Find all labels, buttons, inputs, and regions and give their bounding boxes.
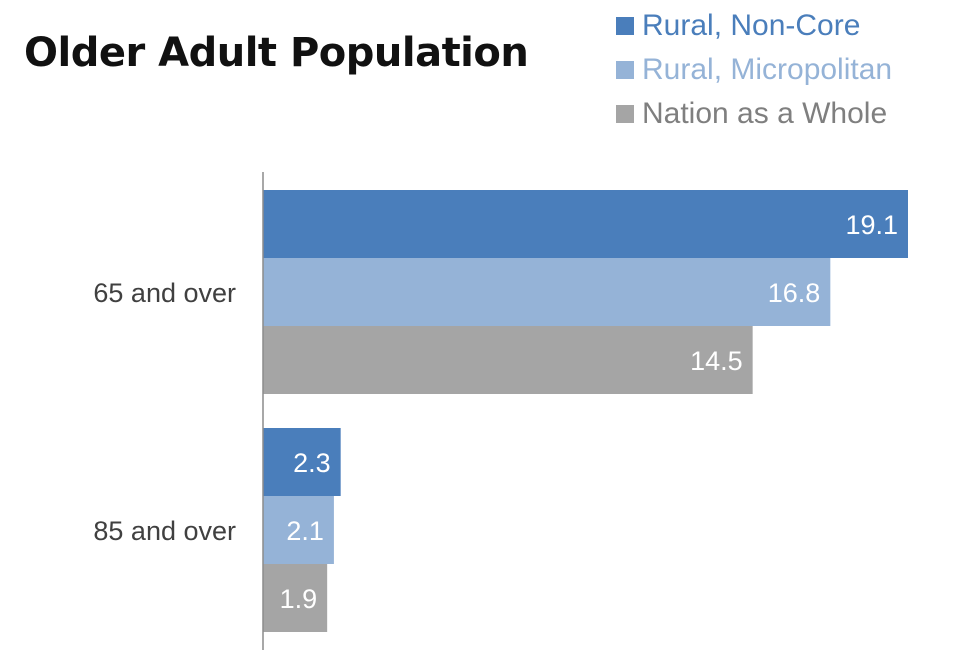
legend-item-rural-micropolitan: Rural, Micropolitan bbox=[616, 48, 946, 92]
bar-rural-micropolitan-85-and-over bbox=[263, 496, 334, 564]
bar-nation-as-a-whole-85-and-over bbox=[263, 564, 328, 632]
data-label-rural-non-core-65-and-over: 19.1 bbox=[845, 210, 898, 240]
legend-swatch-rural-micropolitan bbox=[616, 61, 634, 79]
chart-legend: Rural, Non-Core Rural, Micropolitan Nati… bbox=[616, 4, 946, 136]
legend-item-nation-as-a-whole: Nation as a Whole bbox=[616, 92, 946, 136]
legend-label-rural-micropolitan: Rural, Micropolitan bbox=[642, 53, 893, 86]
legend-item-rural-non-core: Rural, Non-Core bbox=[616, 4, 946, 48]
chart-title: Older Adult Population bbox=[24, 30, 529, 76]
bar-nation-as-a-whole-65-and-over bbox=[263, 326, 753, 394]
category-label-65-and-over: 65 and over bbox=[93, 278, 236, 308]
category-label-85-and-over: 85 and over bbox=[93, 516, 236, 546]
bar-rural-non-core-85-and-over bbox=[263, 428, 341, 496]
data-label-rural-non-core-85-and-over: 2.3 bbox=[293, 448, 331, 478]
legend-label-rural-non-core: Rural, Non-Core bbox=[642, 9, 861, 42]
data-label-nation-as-a-whole-65-and-over: 14.5 bbox=[690, 346, 743, 376]
bar-rural-non-core-65-and-over bbox=[263, 190, 908, 258]
legend-swatch-nation-as-a-whole bbox=[616, 105, 634, 123]
data-label-rural-micropolitan-65-and-over: 16.8 bbox=[768, 278, 821, 308]
data-label-nation-as-a-whole-85-and-over: 1.9 bbox=[280, 584, 318, 614]
bar-rural-micropolitan-65-and-over bbox=[263, 258, 831, 326]
legend-swatch-rural-non-core bbox=[616, 17, 634, 35]
legend-label-nation-as-a-whole: Nation as a Whole bbox=[642, 97, 888, 130]
data-label-rural-micropolitan-85-and-over: 2.1 bbox=[286, 516, 324, 546]
